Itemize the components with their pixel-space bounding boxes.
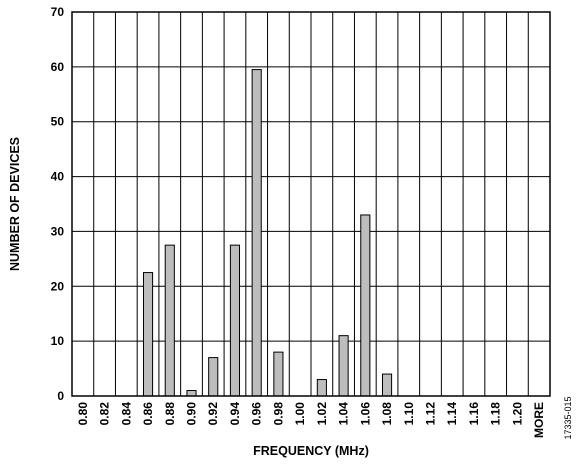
x-tick-label: 0.96 — [250, 402, 264, 426]
x-tick-label: 1.02 — [315, 402, 329, 426]
y-tick-label: 50 — [51, 115, 65, 129]
x-tick-label: 0.82 — [98, 402, 112, 426]
bar-0.96 — [251, 69, 262, 397]
y-tick-labels: 0 10 20 30 40 50 60 70 — [51, 5, 65, 403]
y-tick-label: 10 — [51, 334, 65, 348]
x-tick-label: 1.00 — [293, 402, 307, 426]
bar-1.02 — [316, 379, 327, 397]
x-tick-label: 0.98 — [271, 402, 285, 426]
y-tick-label: 30 — [51, 224, 65, 238]
bar-0.86 — [142, 272, 154, 397]
figure-id: 17335-015 — [563, 396, 573, 439]
bar-1.04 — [338, 335, 349, 397]
bar-0.90 — [186, 390, 197, 397]
x-tick-label: 1.06 — [358, 402, 372, 426]
plot-frame — [71, 11, 551, 397]
x-tick-label: 1.14 — [445, 402, 459, 426]
y-tick-label: 20 — [51, 279, 65, 293]
x-tick-label: 1.16 — [467, 402, 481, 426]
x-tick-label: MORE — [532, 402, 546, 438]
bar-1.08 — [381, 373, 393, 397]
y-tick-label: 70 — [51, 5, 65, 19]
x-tick-label: 0.84 — [119, 402, 133, 426]
bar-1.06 — [360, 214, 371, 397]
x-tick-label: 0.88 — [163, 402, 177, 426]
x-tick-label: 1.20 — [510, 402, 524, 426]
x-tick-label: 0.92 — [206, 402, 220, 426]
x-tick-label: 1.08 — [380, 402, 394, 426]
x-tick-label: 1.04 — [337, 402, 351, 426]
x-tick-labels: 0.80 0.82 0.84 0.86 0.88 0.90 0.92 0.94 0.96 0.98… — [76, 402, 546, 438]
bar-0.98 — [273, 351, 284, 397]
bars — [142, 69, 393, 397]
bar-0.88 — [164, 244, 175, 397]
bar-0.94 — [229, 244, 241, 397]
x-tick-label: 1.10 — [402, 402, 416, 426]
y-tick-label: 0 — [57, 389, 64, 403]
y-tick-label: 60 — [51, 60, 65, 74]
x-tick-label: 1.12 — [424, 402, 438, 426]
x-tick-label: 0.86 — [141, 402, 155, 426]
x-tick-label: 0.90 — [185, 402, 199, 426]
x-tick-label: 0.80 — [76, 402, 90, 426]
y-axis-title: NUMBER OF DEVICES — [8, 137, 22, 271]
bar-0.92 — [208, 357, 219, 397]
x-tick-label: 0.94 — [228, 402, 242, 426]
y-tick-label: 40 — [51, 170, 65, 184]
grid — [72, 12, 550, 396]
x-tick-label: 1.18 — [489, 402, 503, 426]
x-axis-title: FREQUENCY (MHz) — [253, 444, 369, 458]
